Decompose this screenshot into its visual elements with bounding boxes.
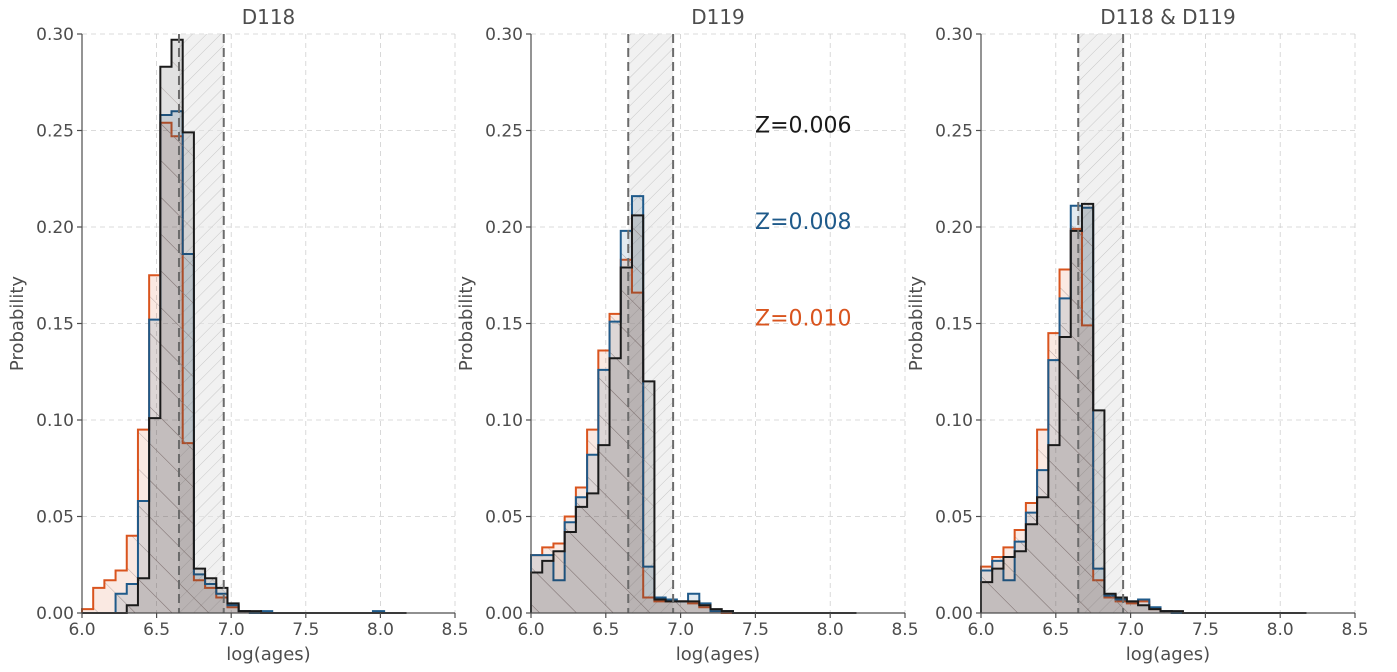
x-tick-label: 6.5 bbox=[592, 620, 619, 640]
panel-1: 0.00 0.05 0.10 0.15 0.20 0.25 0.30 6.0 6.5 7.0 7.5… bbox=[7, 5, 469, 665]
histogram-hatch-Z=0.006 bbox=[531, 215, 857, 614]
y-tick-label: 0.00 bbox=[485, 604, 523, 624]
legend-entry: Z=0.008 bbox=[755, 210, 852, 235]
x-axis-label: log(ages) bbox=[226, 644, 310, 665]
x-tick-label: 8.5 bbox=[441, 620, 468, 640]
x-tick-label: 8.0 bbox=[817, 620, 844, 640]
panel-3: 0.00 0.05 0.10 0.15 0.20 0.25 0.30 6.0 6.5 7.0 7.5… bbox=[906, 5, 1369, 665]
y-tick-label: 0.15 bbox=[485, 315, 523, 335]
y-tick-label: 0.05 bbox=[935, 508, 973, 528]
y-tick-label: 0.10 bbox=[36, 411, 74, 431]
y-axis-label: Probability bbox=[7, 276, 28, 371]
y-tick-label: 0.00 bbox=[36, 604, 74, 624]
y-tick-label: 0.15 bbox=[935, 315, 973, 335]
y-tick-label: 0.30 bbox=[36, 25, 74, 45]
histogram-hatch-Z=0.010 bbox=[82, 122, 407, 613]
y-tick-label: 0.10 bbox=[935, 411, 973, 431]
panels: 0.00 0.05 0.10 0.15 0.20 0.25 0.30 6.0 6.5 7.0 7.5… bbox=[7, 5, 1369, 665]
x-tick-label: 6.0 bbox=[68, 620, 95, 640]
y-tick-label: 0.25 bbox=[36, 122, 74, 142]
y-tick-label: 0.30 bbox=[935, 25, 973, 45]
x-axis-label: log(ages) bbox=[1126, 644, 1210, 665]
y-axis-label: Probability bbox=[456, 276, 477, 371]
x-tick-label: 7.5 bbox=[292, 620, 319, 640]
y-tick-label: 0.30 bbox=[485, 25, 523, 45]
x-tick-label: 6.5 bbox=[143, 620, 170, 640]
legend-entry: Z=0.006 bbox=[755, 114, 852, 139]
panel-title: D118 bbox=[242, 5, 296, 29]
y-tick-label: 0.20 bbox=[935, 218, 973, 238]
x-tick-label: 7.0 bbox=[218, 620, 245, 640]
panel-title: D118 & D119 bbox=[1100, 5, 1235, 29]
y-axis-label: Probability bbox=[906, 276, 927, 371]
x-tick-label: 7.5 bbox=[1192, 620, 1219, 640]
legend-entry: Z=0.010 bbox=[755, 307, 852, 332]
y-tick-label: 0.25 bbox=[935, 122, 973, 142]
y-tick-label: 0.05 bbox=[36, 508, 74, 528]
y-tick-label: 0.05 bbox=[485, 508, 523, 528]
x-tick-label: 6.5 bbox=[1042, 620, 1069, 640]
y-tick-label: 0.00 bbox=[935, 604, 973, 624]
x-tick-label: 8.0 bbox=[367, 620, 394, 640]
y-tick-label: 0.15 bbox=[36, 315, 74, 335]
x-tick-label: 7.0 bbox=[667, 620, 694, 640]
x-tick-label: 8.5 bbox=[891, 620, 918, 640]
histogram-step-Z=0.006 bbox=[82, 38, 407, 614]
x-tick-label: 7.5 bbox=[742, 620, 769, 640]
x-axis-label: log(ages) bbox=[676, 644, 760, 665]
y-tick-label: 0.20 bbox=[485, 218, 523, 238]
y-tick-label: 0.10 bbox=[485, 411, 523, 431]
x-tick-label: 7.0 bbox=[1117, 620, 1144, 640]
y-tick-label: 0.20 bbox=[36, 218, 74, 238]
histogram-hatch-Z=0.006 bbox=[82, 39, 407, 614]
x-tick-label: 6.0 bbox=[517, 620, 544, 640]
x-tick-label: 8.0 bbox=[1267, 620, 1294, 640]
histogram-fill-Z=0.006 bbox=[82, 39, 407, 614]
x-tick-label: 6.0 bbox=[967, 620, 994, 640]
panel-2: 0.00 0.05 0.10 0.15 0.20 0.25 0.30 6.0 6.5 7.0 7.5… bbox=[456, 5, 919, 665]
histogram-hatch-Z=0.006 bbox=[981, 203, 1307, 613]
y-tick-label: 0.25 bbox=[485, 122, 523, 142]
x-tick-label: 8.5 bbox=[1341, 620, 1368, 640]
panel-title: D119 bbox=[691, 5, 745, 29]
